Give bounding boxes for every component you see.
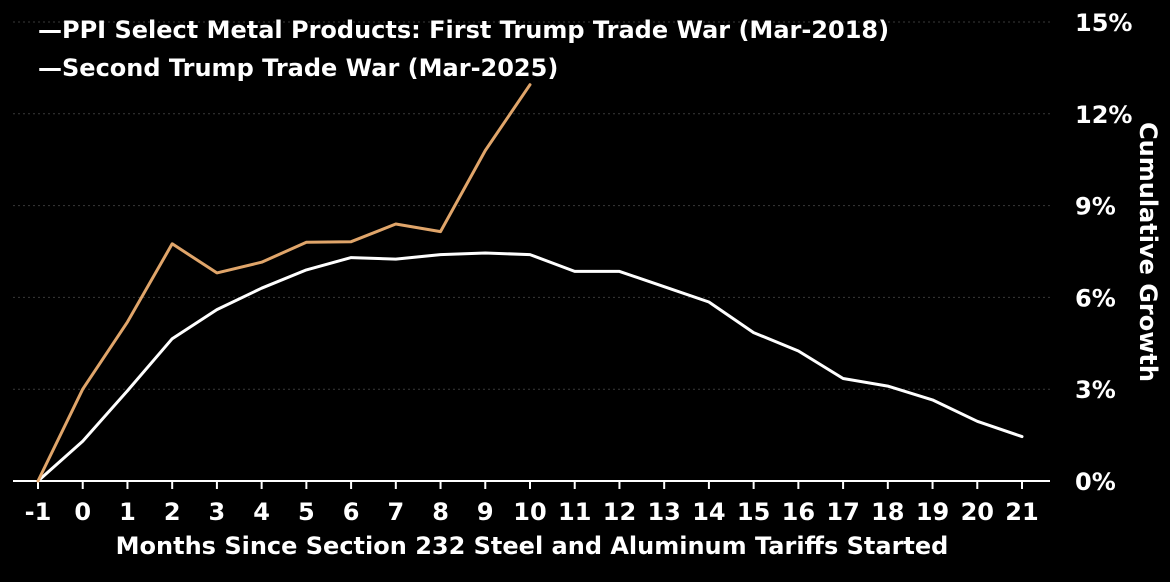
- x-axis-label: Months Since Section 232 Steel and Alumi…: [116, 532, 949, 560]
- y-tick-label: 3%: [1075, 376, 1116, 404]
- x-tick-label: 6: [343, 498, 360, 526]
- y-tick-label: 12%: [1075, 101, 1132, 129]
- y-tick-label: 0%: [1075, 468, 1116, 496]
- y-tick-label: 9%: [1075, 193, 1116, 221]
- x-tick-label: -1: [25, 498, 52, 526]
- series-line-first-trade-war: [36, 251, 1024, 483]
- x-tick-label: 0: [74, 498, 91, 526]
- x-tick-label: 3: [209, 498, 226, 526]
- x-tick-label: 15: [737, 498, 770, 526]
- x-tick-label: 7: [387, 498, 404, 526]
- x-tick-label: 10: [513, 498, 546, 526]
- x-tick-label: 1: [119, 498, 136, 526]
- x-tick-label: 20: [961, 498, 994, 526]
- x-tick-label: 21: [1005, 498, 1038, 526]
- x-tick-label: 2: [164, 498, 181, 526]
- y-ticks: 0% 3% 6% 9% 12% 15%: [1075, 9, 1132, 496]
- x-tick-label: 8: [432, 498, 449, 526]
- legend-label-first-trade-war: —PPI Select Metal Products: First Trump …: [38, 16, 889, 44]
- y-tick-label: 6%: [1075, 284, 1116, 312]
- x-tick-label: 5: [298, 498, 315, 526]
- y-tick-label: 15%: [1075, 9, 1132, 37]
- x-tick-label: 4: [253, 498, 270, 526]
- x-ticks: -1 0 1 2 3 4 5 6 7 8 9 10 11 12 13 14 15 16 17 18 19 20 21: [25, 481, 1039, 526]
- legend-label-second-trade-war: —Second Trump Trade War (Mar-2025): [38, 54, 558, 82]
- x-tick-label: 13: [647, 498, 680, 526]
- series-lines: [36, 83, 1024, 483]
- y-axis-label: Cumulative Growth: [1134, 122, 1162, 382]
- x-tick-label: 9: [477, 498, 494, 526]
- series-line-second-trade-war: [36, 83, 532, 483]
- x-tick-label: 12: [603, 498, 636, 526]
- x-tick-label: 19: [916, 498, 949, 526]
- x-tick-label: 18: [871, 498, 904, 526]
- x-tick-label: 16: [782, 498, 815, 526]
- x-tick-label: 11: [558, 498, 591, 526]
- x-tick-label: 17: [826, 498, 859, 526]
- x-tick-label: 14: [692, 498, 725, 526]
